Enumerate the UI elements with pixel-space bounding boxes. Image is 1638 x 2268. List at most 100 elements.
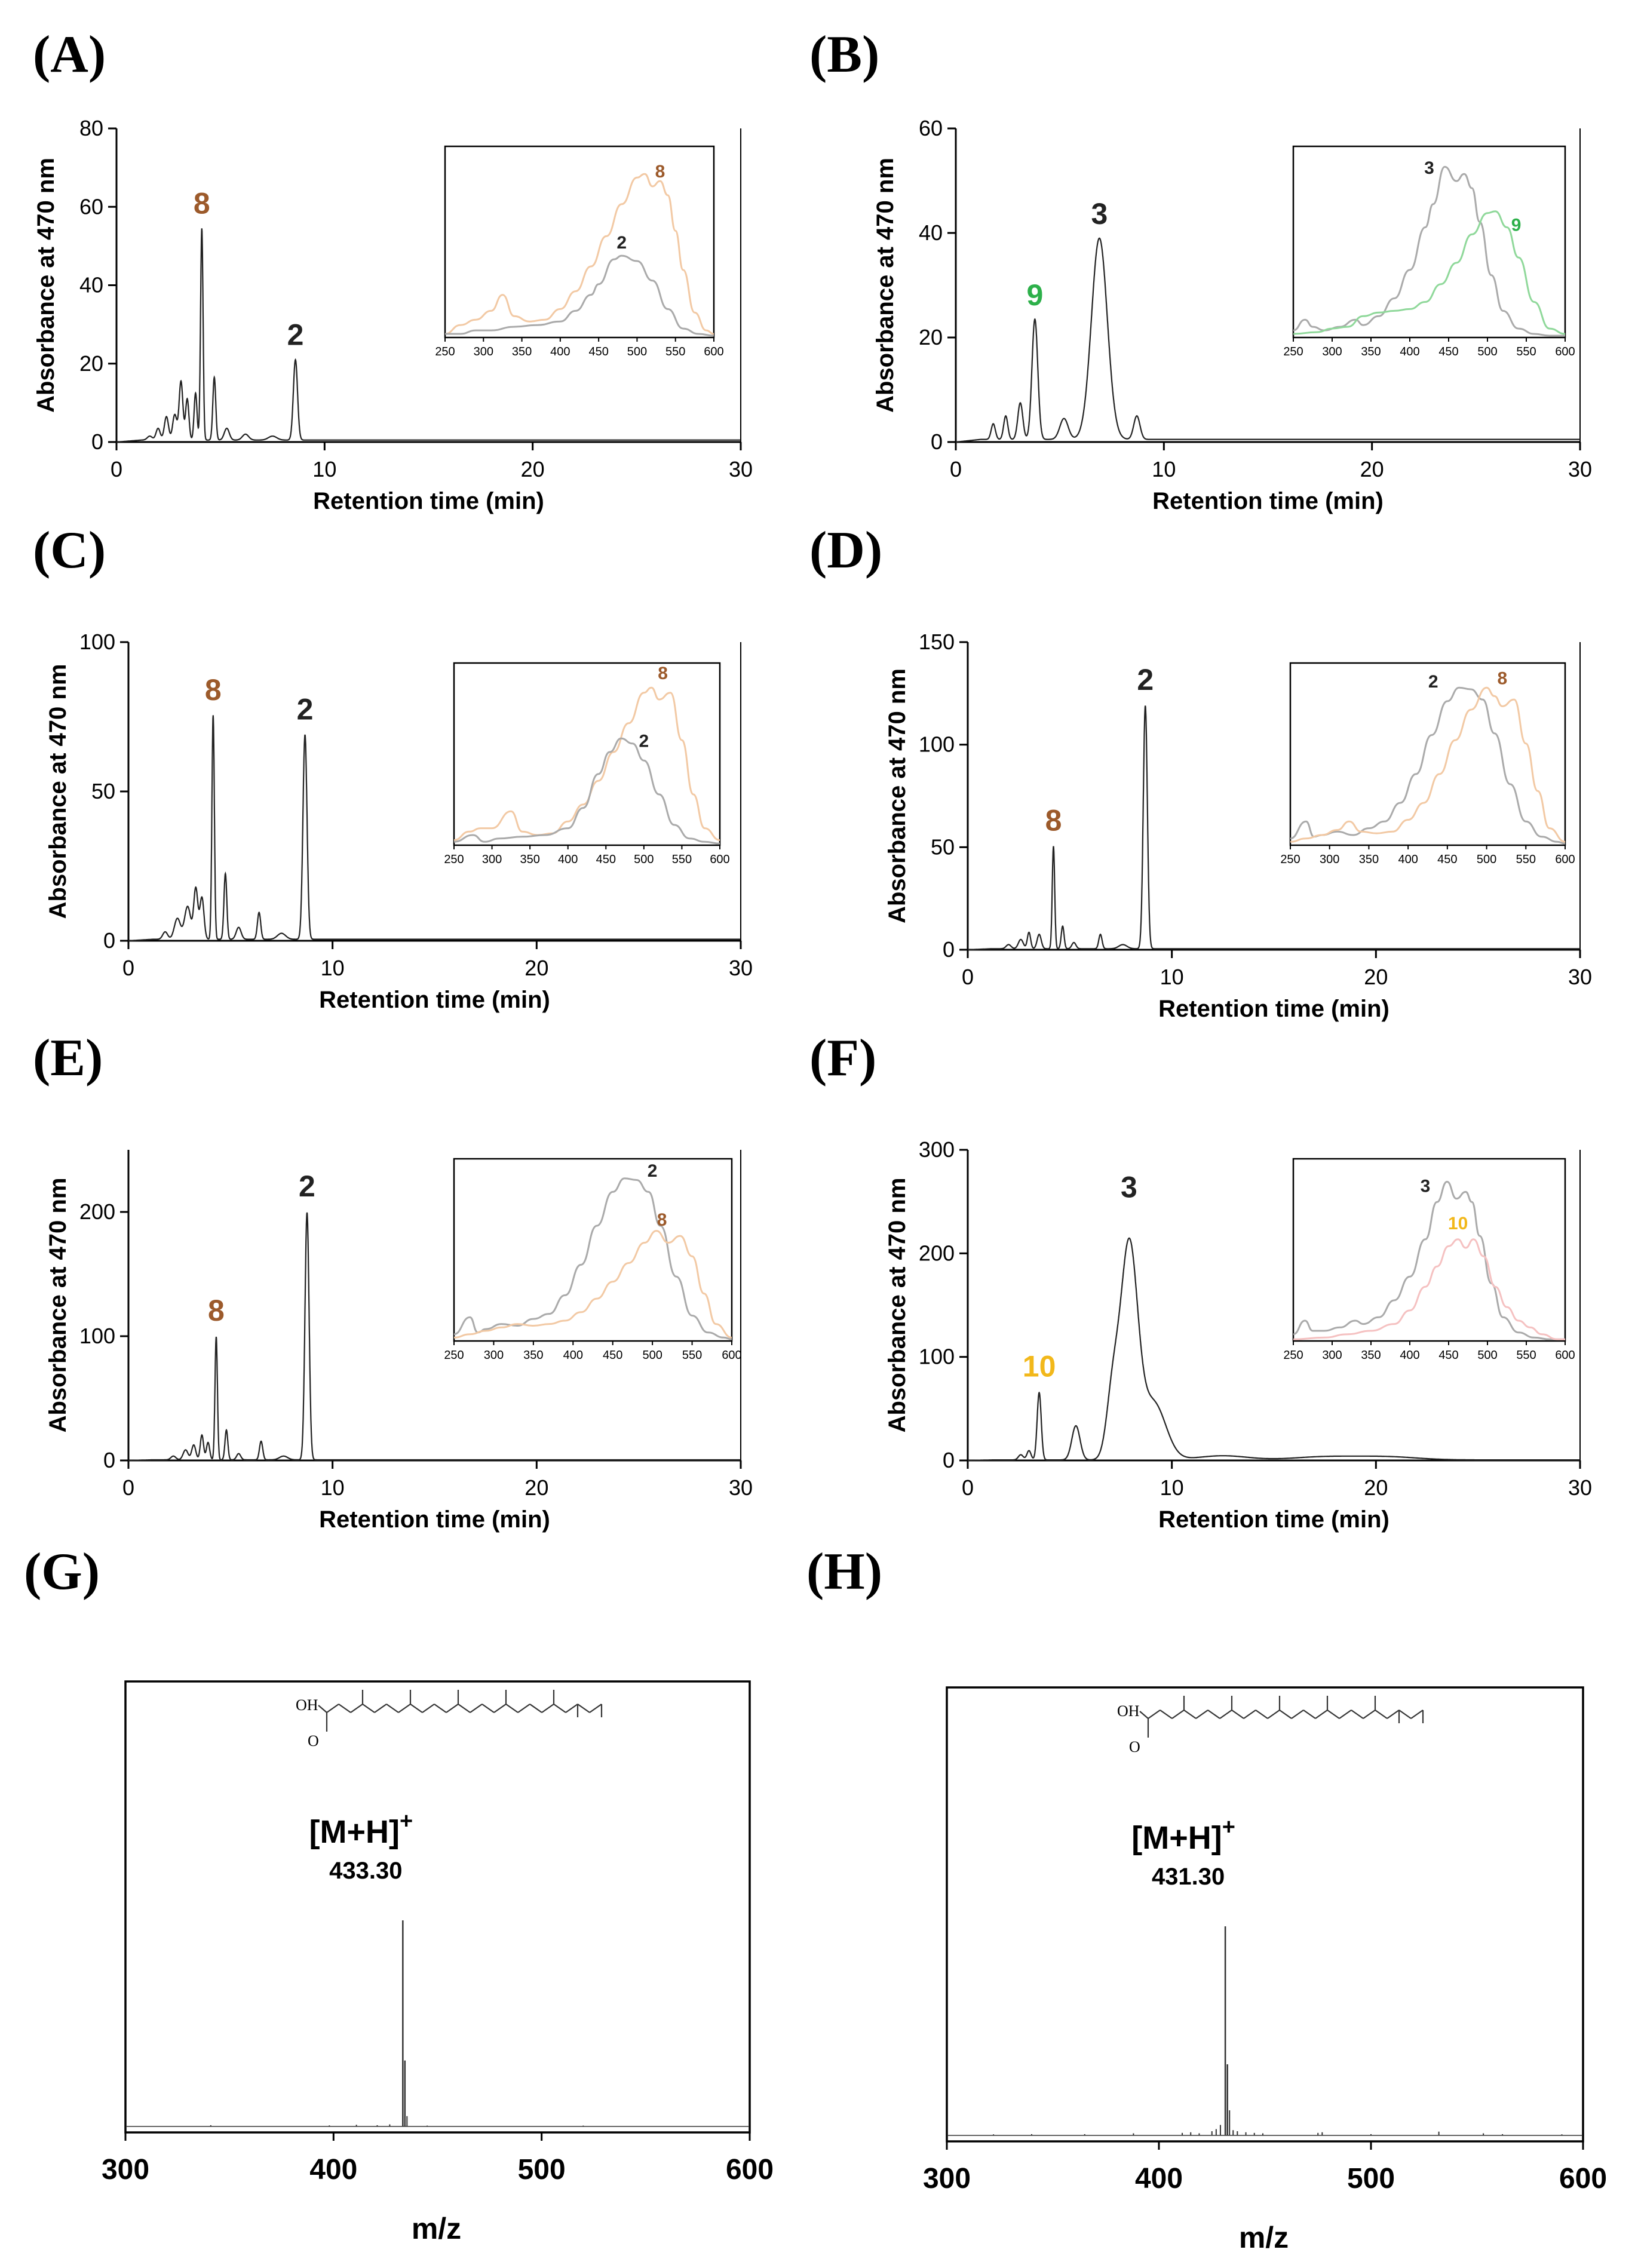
inset-x-tick-label: 600 (722, 1349, 741, 1362)
inset-spectrum: 250 300 350 400 450 500 550 600 3 10 (1283, 1158, 1575, 1362)
x-axis-title: m/z (1239, 2221, 1289, 2254)
x-tick-label: 30 (729, 956, 753, 980)
inset-frame (444, 145, 715, 339)
inset-x-tick-label: 300 (1320, 853, 1339, 866)
inset-spectrum-line (453, 1230, 732, 1339)
ion-label: [M+H]+ (1131, 1815, 1235, 1856)
panel-label: (H) (806, 1543, 882, 1601)
inset-spectrum-line (1293, 1238, 1565, 1340)
x-tick-label: 30 (729, 457, 753, 481)
spectrum-frame (946, 1686, 1584, 2143)
peak-label: 3 (1121, 1170, 1137, 1204)
inset-frame (453, 1158, 733, 1342)
inset-x-tick-label: 400 (563, 1349, 583, 1362)
chromatogram-trace (128, 1212, 741, 1462)
inset-x-tick-label: 250 (444, 853, 464, 866)
chromatogram-trace (128, 715, 741, 942)
inset-x-tick-label: 300 (482, 853, 502, 866)
y-tick-label: 50 (931, 834, 955, 859)
inset-x-tick-label: 400 (1398, 853, 1418, 866)
x-axis-title: Retention time (min) (1158, 996, 1389, 1022)
x-tick-label: 10 (1160, 1475, 1184, 1500)
x-tick-label: 20 (1364, 1475, 1388, 1500)
inset-x-tick-label: 550 (1516, 853, 1536, 866)
y-tick-label: 100 (79, 630, 115, 654)
inset-x-tick-label: 450 (588, 345, 608, 358)
mz-label: 431.30 (1152, 1864, 1225, 1890)
x-tick-label: 0 (962, 1475, 974, 1500)
chromatogram-trace (116, 228, 741, 443)
y-axis-title: Absorbance at 470 nm (884, 1178, 910, 1433)
x-tick-label: 30 (1568, 457, 1592, 481)
inset-x-tick-label: 400 (1400, 345, 1419, 358)
inset-x-tick-label: 250 (1283, 1349, 1303, 1362)
chromatogram-trace (968, 1237, 1580, 1462)
inset-series-label: 8 (1498, 669, 1508, 689)
x-tick-label: 0 (122, 956, 134, 980)
inset-spectrum-line (1293, 165, 1565, 337)
peak-label: 2 (1137, 663, 1154, 696)
structure-bonds (318, 1690, 603, 1732)
x-axis-title: m/z (412, 2212, 461, 2245)
inset-series-label: 3 (1421, 1176, 1431, 1196)
x-tick-label: 10 (321, 1475, 345, 1500)
inset-x-tick-label: 450 (603, 1349, 622, 1362)
inset-x-tick-label: 350 (1361, 345, 1381, 358)
x-axis-title: Retention time (min) (319, 1506, 550, 1533)
y-axis-title: Absorbance at 470 nm (872, 158, 898, 413)
y-tick-label: 200 (79, 1199, 115, 1224)
y-tick-label: 20 (919, 325, 943, 349)
y-axis-title: Absorbance at 470 nm (45, 664, 71, 919)
inset-x-tick-label: 250 (1283, 345, 1303, 358)
x-tick-label: 20 (521, 457, 545, 481)
inset-series-label: 2 (648, 1161, 658, 1181)
inset-series-label: 9 (1511, 215, 1522, 235)
x-axis-title: Retention time (min) (1152, 488, 1384, 514)
x-tick-label: 20 (1360, 457, 1384, 481)
inset-spectrum-line (444, 254, 714, 337)
panel-label: (G) (24, 1543, 100, 1601)
inset-x-tick-label: 550 (682, 1349, 702, 1362)
x-tick-label: 400 (309, 2154, 357, 2186)
inset-x-tick-label: 500 (1477, 345, 1497, 358)
peak-label: 8 (208, 1294, 225, 1327)
y-tick-label: 0 (103, 928, 115, 953)
x-tick-label: 400 (1135, 2163, 1183, 2195)
peak-label: 3 (1091, 197, 1108, 231)
panel-label: (B) (809, 26, 879, 84)
inset-series-label: 2 (1428, 672, 1438, 692)
inset-series-label: 2 (616, 233, 627, 253)
y-tick-label: 100 (919, 1345, 955, 1369)
x-tick-label: 500 (1347, 2163, 1395, 2195)
inset-spectrum-line (1293, 210, 1566, 335)
inset-series-label: 3 (1424, 158, 1434, 178)
inset-series-label: 10 (1448, 1214, 1468, 1233)
peak-label: 9 (1026, 278, 1043, 312)
peak-label: 2 (297, 693, 314, 726)
inset-x-tick-label: 600 (1555, 345, 1575, 358)
inset-frame (1292, 1158, 1566, 1342)
y-tick-label: 100 (919, 732, 955, 757)
inset-x-tick-label: 600 (1555, 853, 1575, 866)
inset-frame (453, 662, 721, 846)
ion-formula: [M+H] (1131, 1820, 1222, 1856)
x-tick-label: 30 (1568, 965, 1592, 989)
x-tick-label: 10 (321, 956, 345, 980)
peak-label: 8 (1045, 803, 1062, 837)
inset-x-tick-label: 400 (1400, 1349, 1419, 1362)
inset-x-tick-label: 350 (1361, 1349, 1381, 1362)
y-axis-title: Absorbance at 470 nm (45, 1178, 71, 1433)
y-tick-label: 0 (943, 937, 955, 962)
mz-label: 433.30 (329, 1858, 402, 1884)
x-tick-label: 600 (726, 2154, 774, 2186)
inset-x-tick-label: 350 (512, 345, 532, 358)
panel-label: (D) (809, 521, 882, 579)
inset-x-tick-label: 400 (558, 853, 578, 866)
y-tick-label: 150 (919, 630, 955, 654)
